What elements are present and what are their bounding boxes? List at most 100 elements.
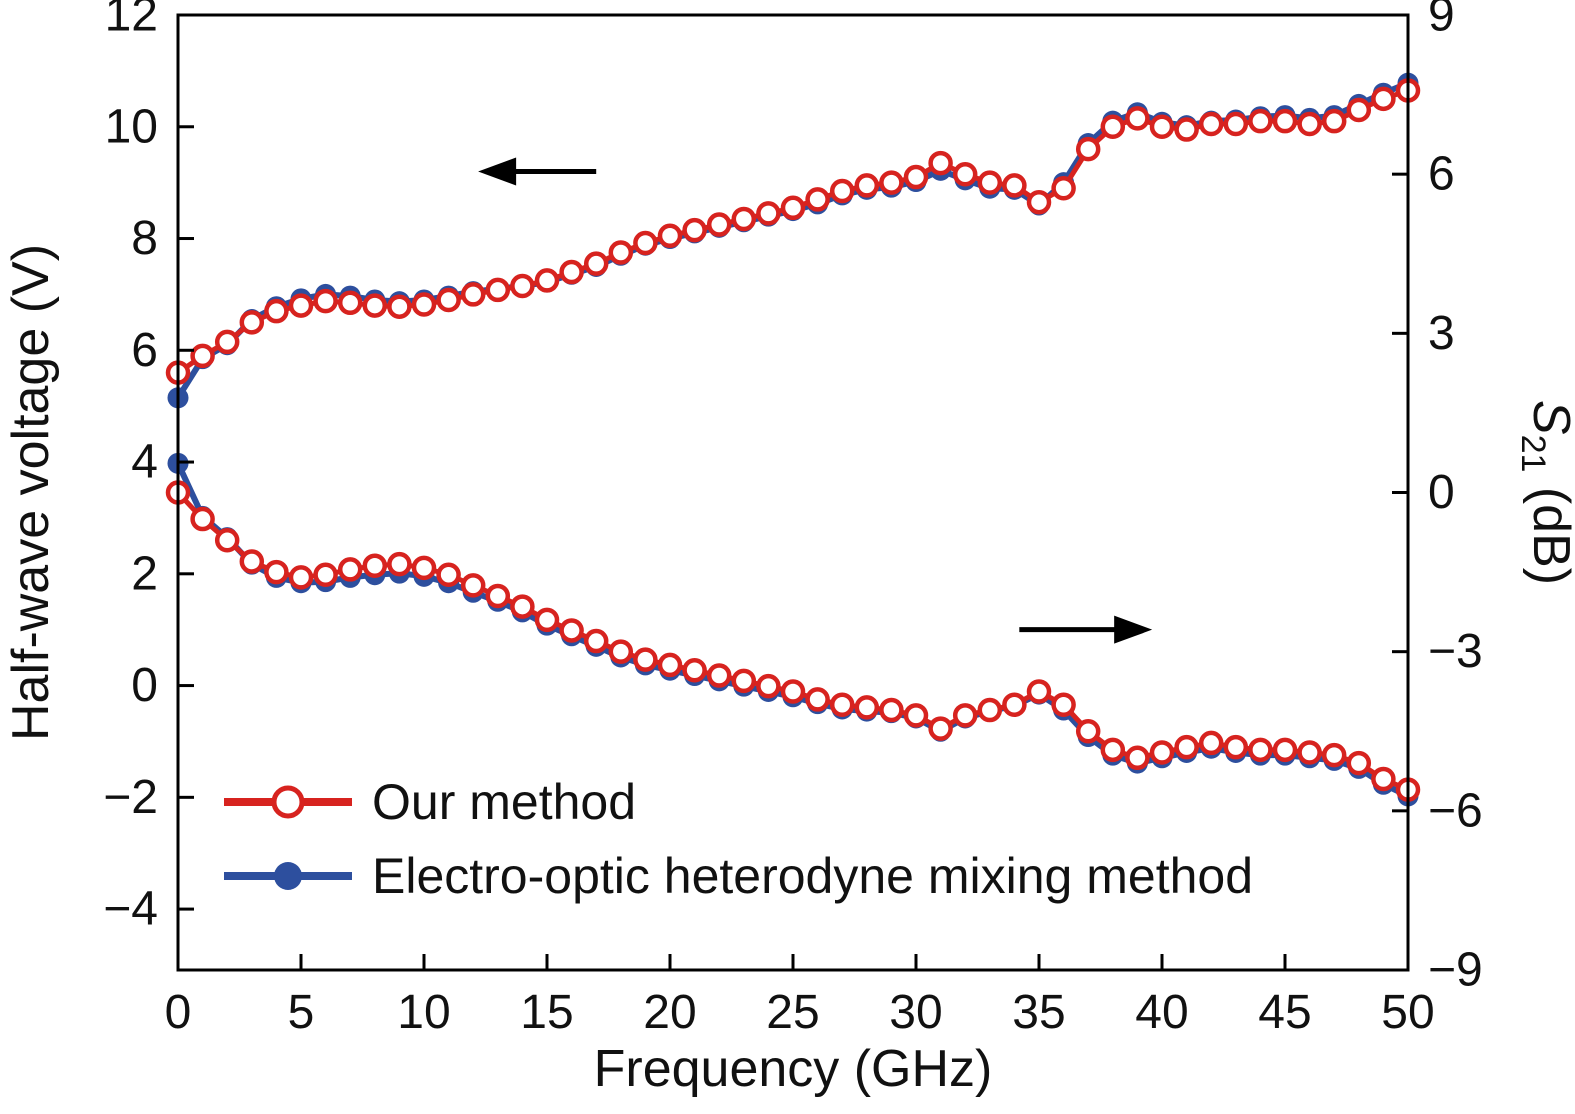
data-point [190, 343, 215, 369]
data-point [288, 293, 314, 318]
data-point [387, 551, 412, 577]
right-axis-title: S21 (dB) [1514, 400, 1575, 585]
x-axis-tick-label: 30 [889, 986, 942, 1039]
data-point [559, 259, 584, 285]
data-point [1174, 734, 1199, 760]
data-point [337, 557, 363, 582]
data-point [362, 553, 388, 578]
data-point [829, 692, 855, 717]
data-point [657, 223, 683, 248]
right-axis-tick-label: −6 [1428, 784, 1483, 837]
right-axis-tick-label: −3 [1428, 625, 1483, 678]
data-point [190, 506, 215, 532]
data-point [1297, 740, 1322, 765]
data-point [1075, 136, 1101, 162]
data-point [1223, 111, 1249, 137]
left-axis-tick-label: −4 [103, 883, 158, 936]
left-axis-tick-label: 10 [105, 100, 158, 153]
data-point [977, 697, 1003, 723]
series-our-method-half-wave-voltage [165, 78, 1421, 385]
data-point [1002, 173, 1027, 198]
data-point [436, 562, 461, 587]
data-point [239, 549, 265, 574]
data-point [1100, 114, 1126, 140]
data-point [264, 298, 289, 324]
data-point [1100, 737, 1126, 763]
data-point [1248, 108, 1273, 134]
data-point [731, 668, 757, 694]
legend-label: Electro-optic heterodyne mixing method [372, 848, 1253, 904]
data-point [1346, 97, 1372, 123]
x-axis-title: Frequency (GHz) [594, 1040, 993, 1098]
right-axis: −9 −6 −3 0 3 6 9 [1392, 0, 1483, 997]
data-point [952, 703, 978, 728]
left-axis-tick-label: 2 [131, 547, 158, 600]
data-point [1346, 750, 1372, 776]
data-point [780, 679, 806, 704]
data-point [313, 562, 338, 587]
data-point [1198, 730, 1224, 756]
data-point [952, 162, 978, 187]
plot-frame [176, 13, 1410, 972]
data-point [682, 217, 707, 243]
legend-item-our-method: Our method [224, 774, 636, 830]
data-point [214, 329, 240, 355]
data-point [1371, 86, 1396, 112]
x-axis-tick-label: 35 [1012, 986, 1065, 1039]
data-point [854, 695, 880, 720]
data-point [977, 170, 1003, 195]
data-point [706, 663, 732, 688]
x-axis-tick-label: 5 [288, 986, 315, 1039]
data-point [583, 251, 609, 276]
left-axis-title: Half-wave voltage (V) [2, 244, 60, 741]
data-point [1272, 737, 1298, 763]
x-axis-tick-label: 40 [1135, 986, 1188, 1039]
data-point [485, 583, 511, 609]
data-point [879, 697, 904, 723]
data-point [756, 673, 781, 699]
legend-marker [271, 785, 305, 819]
data-point [411, 292, 437, 317]
data-point [1026, 189, 1052, 215]
data-point [928, 716, 953, 741]
series-our-method-s21 [165, 480, 1421, 802]
legend-item-heterodyne: Electro-optic heterodyne mixing method [224, 848, 1253, 904]
left-axis: −4 −2 0 2 4 6 8 10 12 [103, 0, 194, 936]
data-point [805, 687, 830, 712]
left-axis-tick-label: 8 [131, 212, 158, 265]
data-point [854, 173, 880, 198]
data-point [928, 150, 953, 176]
legend-marker [274, 862, 302, 890]
data-point [583, 628, 609, 654]
x-axis-tick-label: 15 [520, 986, 573, 1039]
data-point [264, 559, 289, 585]
data-point [534, 268, 560, 293]
x-axis: 0 5 10 15 20 25 30 35 40 45 50 [165, 954, 1435, 1039]
data-point [1051, 175, 1076, 201]
left-axis-tick-label: 6 [131, 324, 158, 377]
data-point [460, 282, 486, 307]
data-point [239, 310, 265, 335]
data-point [903, 703, 929, 728]
data-point [633, 647, 658, 672]
data-point [1321, 742, 1347, 768]
x-axis-tick-label: 10 [397, 986, 450, 1039]
right-axis-tick-label: 6 [1428, 148, 1455, 201]
data-point [1149, 114, 1175, 140]
data-point [510, 273, 535, 299]
left-axis-tick-label: 12 [105, 0, 158, 42]
data-point [1051, 692, 1076, 717]
legend-label: Our method [372, 774, 636, 830]
data-point [387, 294, 412, 319]
data-point [1026, 679, 1052, 704]
data-point [1125, 745, 1150, 771]
data-point [682, 657, 707, 683]
x-axis-tick-label: 45 [1258, 986, 1311, 1039]
data-point [829, 178, 855, 204]
right-axis-tick-label: 3 [1428, 307, 1455, 360]
data-point [608, 240, 634, 265]
x-axis-tick-label: 25 [766, 986, 819, 1039]
data-point [288, 565, 314, 590]
data-point [313, 288, 338, 314]
